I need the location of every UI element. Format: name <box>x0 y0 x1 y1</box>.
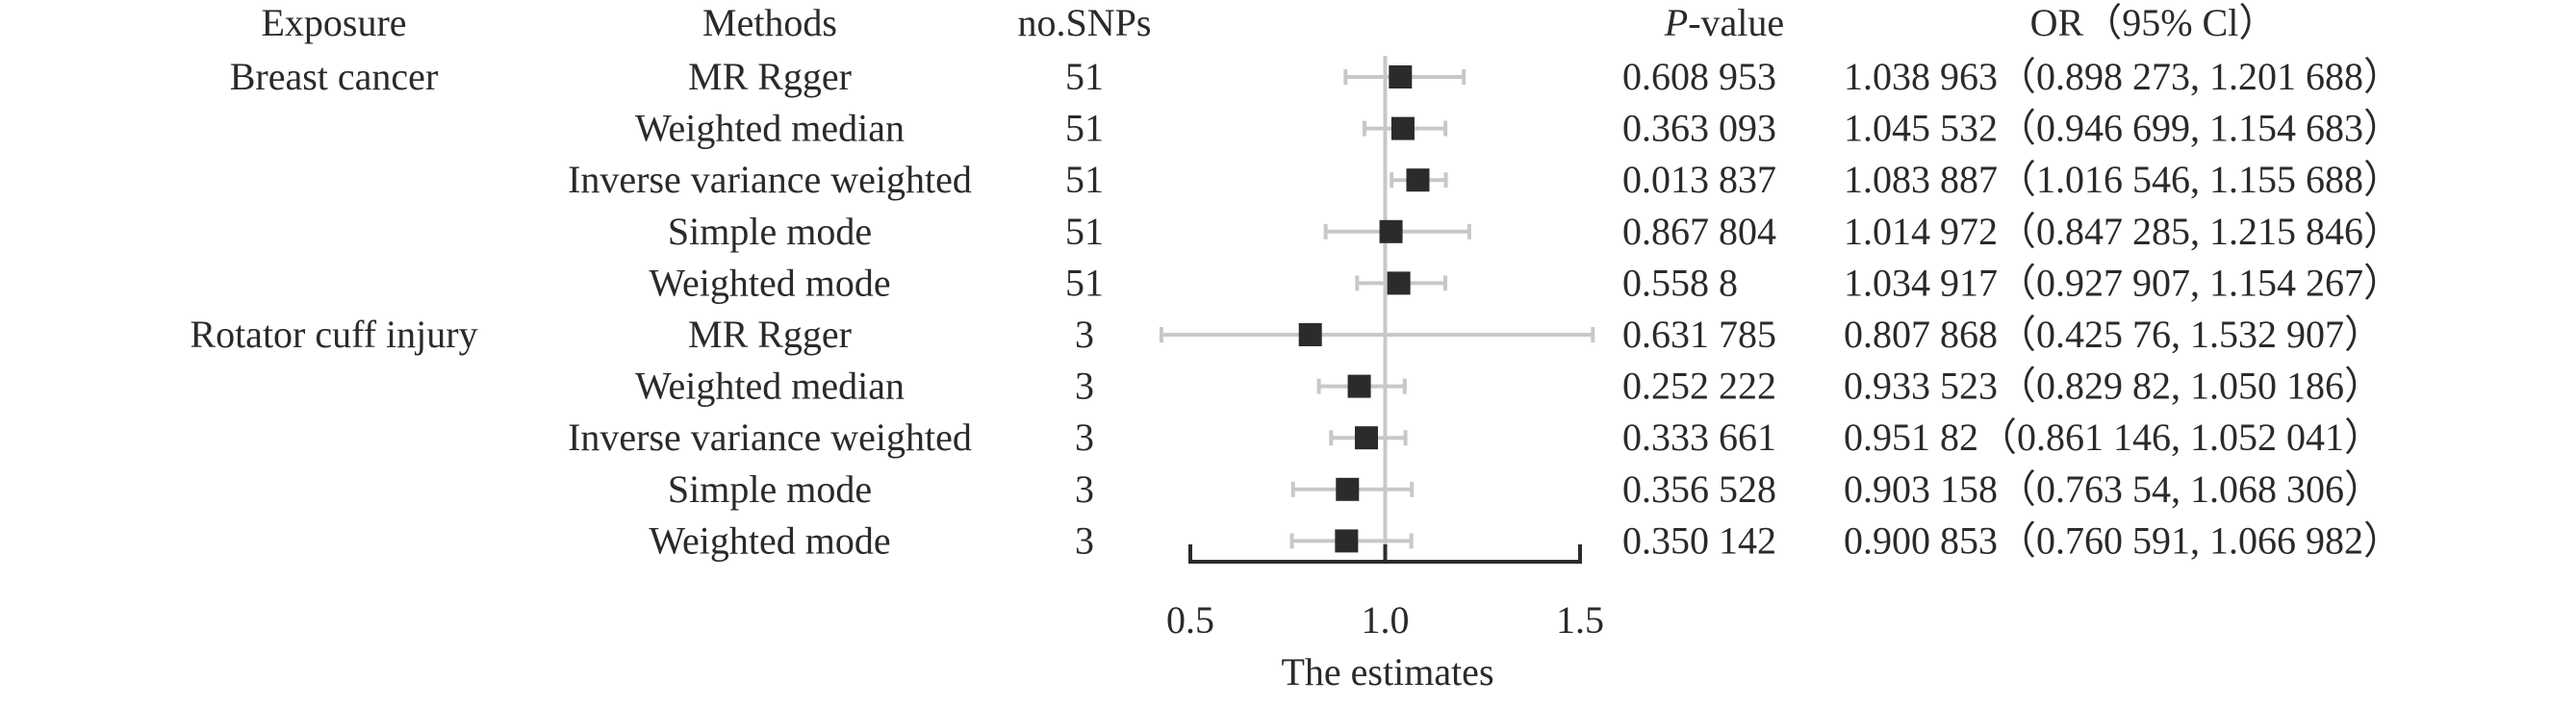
point-estimate <box>1387 271 1411 295</box>
row-or: 0.807 868（0.425 76, 1.532 907） <box>1844 313 2383 356</box>
row-nsnps: 51 <box>1065 107 1104 150</box>
point-estimate <box>1390 116 1415 140</box>
plot-area <box>1159 56 1595 562</box>
row-nsnps: 51 <box>1065 55 1104 98</box>
header-pvalue: P-value <box>1664 1 1784 44</box>
row-pvalue: 0.608 953 <box>1622 55 1776 98</box>
point-estimate <box>1335 529 1359 553</box>
header-nsnps: no.SNPs <box>1018 1 1152 44</box>
row-nsnps: 3 <box>1075 313 1094 356</box>
row-pvalue: 0.356 528 <box>1622 467 1776 511</box>
x-tick-label: 1.5 <box>1556 598 1604 642</box>
header-exposure: Exposure <box>261 1 406 44</box>
row-nsnps: 3 <box>1075 518 1094 562</box>
row-pvalue: 0.333 661 <box>1622 416 1776 459</box>
row-or: 1.045 532（0.946 699, 1.154 683） <box>1844 107 2402 150</box>
row-or: 1.038 963（0.898 273, 1.201 688） <box>1844 55 2402 98</box>
row-or: 1.083 887（1.016 546, 1.155 688） <box>1844 158 2402 201</box>
row-method: Weighted mode <box>649 518 890 562</box>
point-estimate <box>1354 426 1378 450</box>
row-pvalue: 0.363 093 <box>1622 107 1776 150</box>
x-axis-label: The estimates <box>1281 650 1493 693</box>
row-method: Simple mode <box>668 467 872 511</box>
row-nsnps: 3 <box>1075 467 1094 511</box>
x-tick-label: 1.0 <box>1362 598 1410 642</box>
row-pvalue: 0.631 785 <box>1622 313 1776 356</box>
row-pvalue: 0.252 222 <box>1622 365 1776 408</box>
table-body: Breast cancer MR Rgger 51 0.608 953 1.038 96… <box>190 55 2402 562</box>
x-tick-label: 0.5 <box>1166 598 1214 642</box>
point-estimate <box>1347 374 1371 398</box>
point-estimate <box>1336 477 1360 501</box>
header-methods: Methods <box>702 1 837 44</box>
row-exposure: Breast cancer <box>230 55 439 98</box>
row-or: 0.903 158（0.763 54, 1.068 306） <box>1844 467 2383 511</box>
row-or: 0.900 853（0.760 591, 1.066 982） <box>1844 518 2402 562</box>
x-axis: 0.5 1.0 1.5 <box>1166 544 1604 642</box>
row-method: MR Rgger <box>688 55 852 98</box>
row-pvalue: 0.558 8 <box>1622 261 1738 304</box>
row-exposure: Rotator cuff injury <box>190 313 477 356</box>
row-nsnps: 3 <box>1075 416 1094 459</box>
row-pvalue: 0.350 142 <box>1622 518 1776 562</box>
row-nsnps: 51 <box>1065 261 1104 304</box>
point-estimate <box>1379 219 1403 243</box>
row-or: 0.951 82（0.861 146, 1.052 041） <box>1844 416 2383 459</box>
row-or: 0.933 523（0.829 82, 1.050 186） <box>1844 365 2383 408</box>
row-or: 1.034 917（0.927 907, 1.154 267） <box>1844 261 2402 304</box>
row-method: Weighted median <box>635 365 905 408</box>
row-pvalue: 0.013 837 <box>1622 158 1776 201</box>
row-method: Simple mode <box>668 210 872 253</box>
header-pvalue-rest: -value <box>1688 1 1784 44</box>
row-or: 1.014 972（0.847 285, 1.215 846） <box>1844 210 2402 253</box>
point-estimate <box>1389 65 1413 88</box>
row-nsnps: 51 <box>1065 210 1104 253</box>
row-method: Inverse variance weighted <box>568 416 972 459</box>
row-nsnps: 51 <box>1065 158 1104 201</box>
row-method: Weighted median <box>635 107 905 150</box>
point-estimate <box>1406 168 1430 192</box>
row-nsnps: 3 <box>1075 365 1094 408</box>
row-method: MR Rgger <box>688 313 852 356</box>
row-pvalue: 0.867 804 <box>1622 210 1776 253</box>
row-method: Inverse variance weighted <box>568 158 972 201</box>
header-or: OR（95% Cl） <box>2030 1 2278 44</box>
row-method: Weighted mode <box>649 261 890 304</box>
point-estimate <box>1298 323 1322 346</box>
header-pvalue-italic: P <box>1664 1 1688 44</box>
